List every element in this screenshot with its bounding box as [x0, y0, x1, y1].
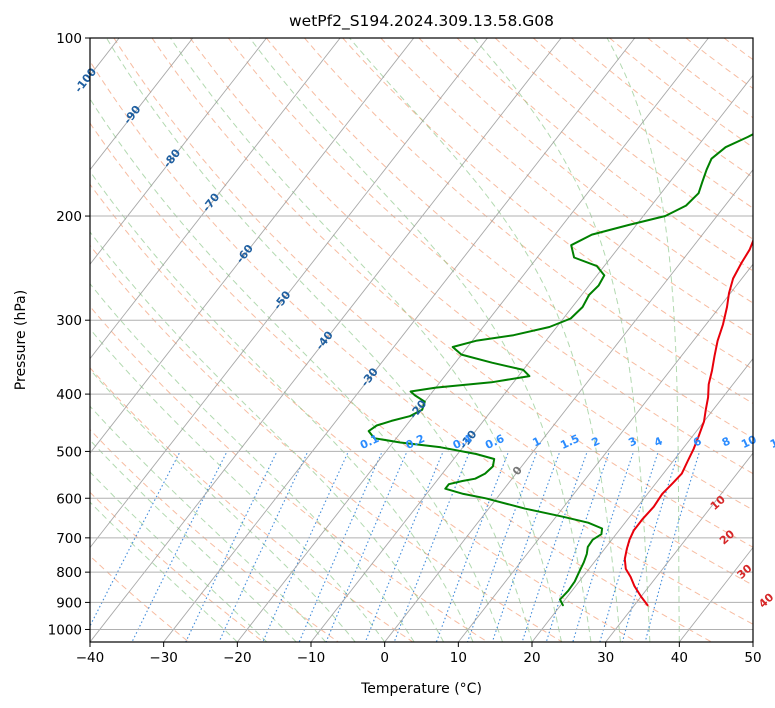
x-tick-label: 40 — [671, 650, 688, 666]
x-tick-label: −10 — [297, 650, 326, 666]
x-tick-label: 10 — [450, 650, 467, 666]
y-axis: 1000 900 800 700 600 500 400 300 200 100 — [48, 31, 90, 638]
x-axis: −40 −30 −20 −10 0 10 20 30 40 50 — [76, 642, 762, 666]
x-tick-label: 0 — [380, 650, 389, 666]
moist-adiabat-line — [90, 170, 474, 642]
moist-adiabat-line — [606, 38, 680, 642]
isotherm-line — [236, 38, 709, 642]
moist-adiabat-line — [90, 471, 268, 642]
x-tick-label: 30 — [597, 650, 614, 666]
x-tick-label: 20 — [523, 650, 540, 666]
mixing-ratio-line — [90, 453, 180, 628]
y-tick-label: 300 — [56, 313, 82, 329]
dewpoint-profile-line — [367, 133, 753, 607]
dry-adiabat-line — [342, 38, 753, 370]
mixing-ratio-line — [545, 453, 610, 642]
x-tick-label: −20 — [223, 650, 252, 666]
dry-adiabat-line — [90, 491, 264, 642]
moist-adiabat-line — [90, 501, 238, 642]
isotherm-line — [90, 38, 267, 265]
y-tick-label: 600 — [56, 491, 82, 507]
isotherm-line — [531, 357, 753, 642]
dry-adiabat-line — [90, 60, 753, 625]
mixing-ratio-line — [599, 453, 659, 642]
dry-adiabat-line — [90, 122, 712, 642]
mixing-ratio-line — [491, 453, 560, 642]
mixing-ratio-line — [185, 453, 277, 642]
chart-title: wetPf2_S194.2024.309.13.58.G08 — [289, 12, 554, 31]
y-axis-label: Pressure (hPa) — [13, 290, 29, 390]
mixing-ratio-line — [621, 453, 679, 642]
mixing-ratio-line — [262, 453, 349, 642]
y-tick-label: 700 — [56, 531, 82, 547]
isotherm-line — [90, 38, 415, 454]
mixing-ratio-line — [466, 453, 538, 642]
y-tick-label: 1000 — [48, 622, 82, 638]
dry-adiabat-line — [609, 38, 753, 149]
mixing-ratio-line — [521, 453, 588, 642]
y-tick-label: 500 — [56, 444, 82, 460]
dry-adiabat-line — [266, 38, 753, 439]
isotherm-line — [90, 38, 341, 360]
isotherm-line — [310, 74, 753, 642]
mixing-ratio-line — [435, 453, 509, 642]
isotherm-line — [90, 38, 562, 642]
x-axis-label: Temperature (°C) — [360, 681, 482, 697]
dry-adiabat-line — [380, 38, 753, 337]
moist-adiabat-line — [249, 38, 592, 642]
dry-adiabat-line — [90, 367, 414, 642]
isotherm-line — [384, 169, 753, 642]
mixing-ratio-line — [572, 453, 634, 642]
y-tick-label: 400 — [56, 387, 82, 403]
moist-adiabat-line — [169, 38, 562, 642]
dry-adiabat-line — [304, 38, 753, 404]
y-tick-label: 800 — [56, 565, 82, 581]
moist-adiabat-line — [90, 231, 445, 642]
plot-area — [90, 38, 753, 642]
x-tick-label: −30 — [149, 650, 178, 666]
mixing-ratio-line — [644, 453, 700, 642]
moist-adiabat-line — [473, 38, 651, 642]
y-tick-label: 900 — [56, 595, 82, 611]
isotherm-line — [90, 38, 488, 549]
y-tick-label: 200 — [56, 209, 82, 225]
dry-adiabat-line — [113, 38, 753, 586]
dry-adiabat-line — [456, 38, 753, 272]
moist-adiabat-line — [349, 38, 621, 642]
isotherm-line — [457, 263, 753, 642]
mixing-ratio-line — [218, 453, 308, 642]
dry-adiabat-line — [494, 38, 753, 240]
dry-adiabat-label: 40 — [756, 590, 775, 610]
moist-adiabat-line — [90, 439, 297, 642]
moist-adiabat-line — [90, 368, 356, 642]
mixing-ratio-line — [393, 453, 470, 642]
isotherm-line — [163, 38, 636, 642]
y-tick-label: 100 — [56, 31, 82, 47]
mixing-ratio-label: 13 — [768, 433, 775, 451]
isotherm-line — [90, 38, 194, 171]
moist-adiabat-line — [106, 38, 533, 642]
x-tick-label: −40 — [76, 650, 105, 666]
moist-adiabat-line — [90, 97, 503, 642]
temperature-profile-line — [623, 238, 753, 607]
dry-adiabat-line — [90, 244, 563, 642]
dry-adiabat-line — [151, 38, 753, 548]
mixing-ratio-label: 10 — [739, 433, 759, 451]
dry-adiabat-line — [90, 183, 638, 642]
moist-adiabat-line — [90, 405, 327, 642]
moist-adiabat-line — [90, 328, 386, 642]
plot-frame — [89, 37, 754, 643]
x-tick-label: 50 — [744, 650, 761, 666]
dry-adiabat-line — [571, 38, 753, 179]
isotherm-line — [605, 452, 753, 642]
